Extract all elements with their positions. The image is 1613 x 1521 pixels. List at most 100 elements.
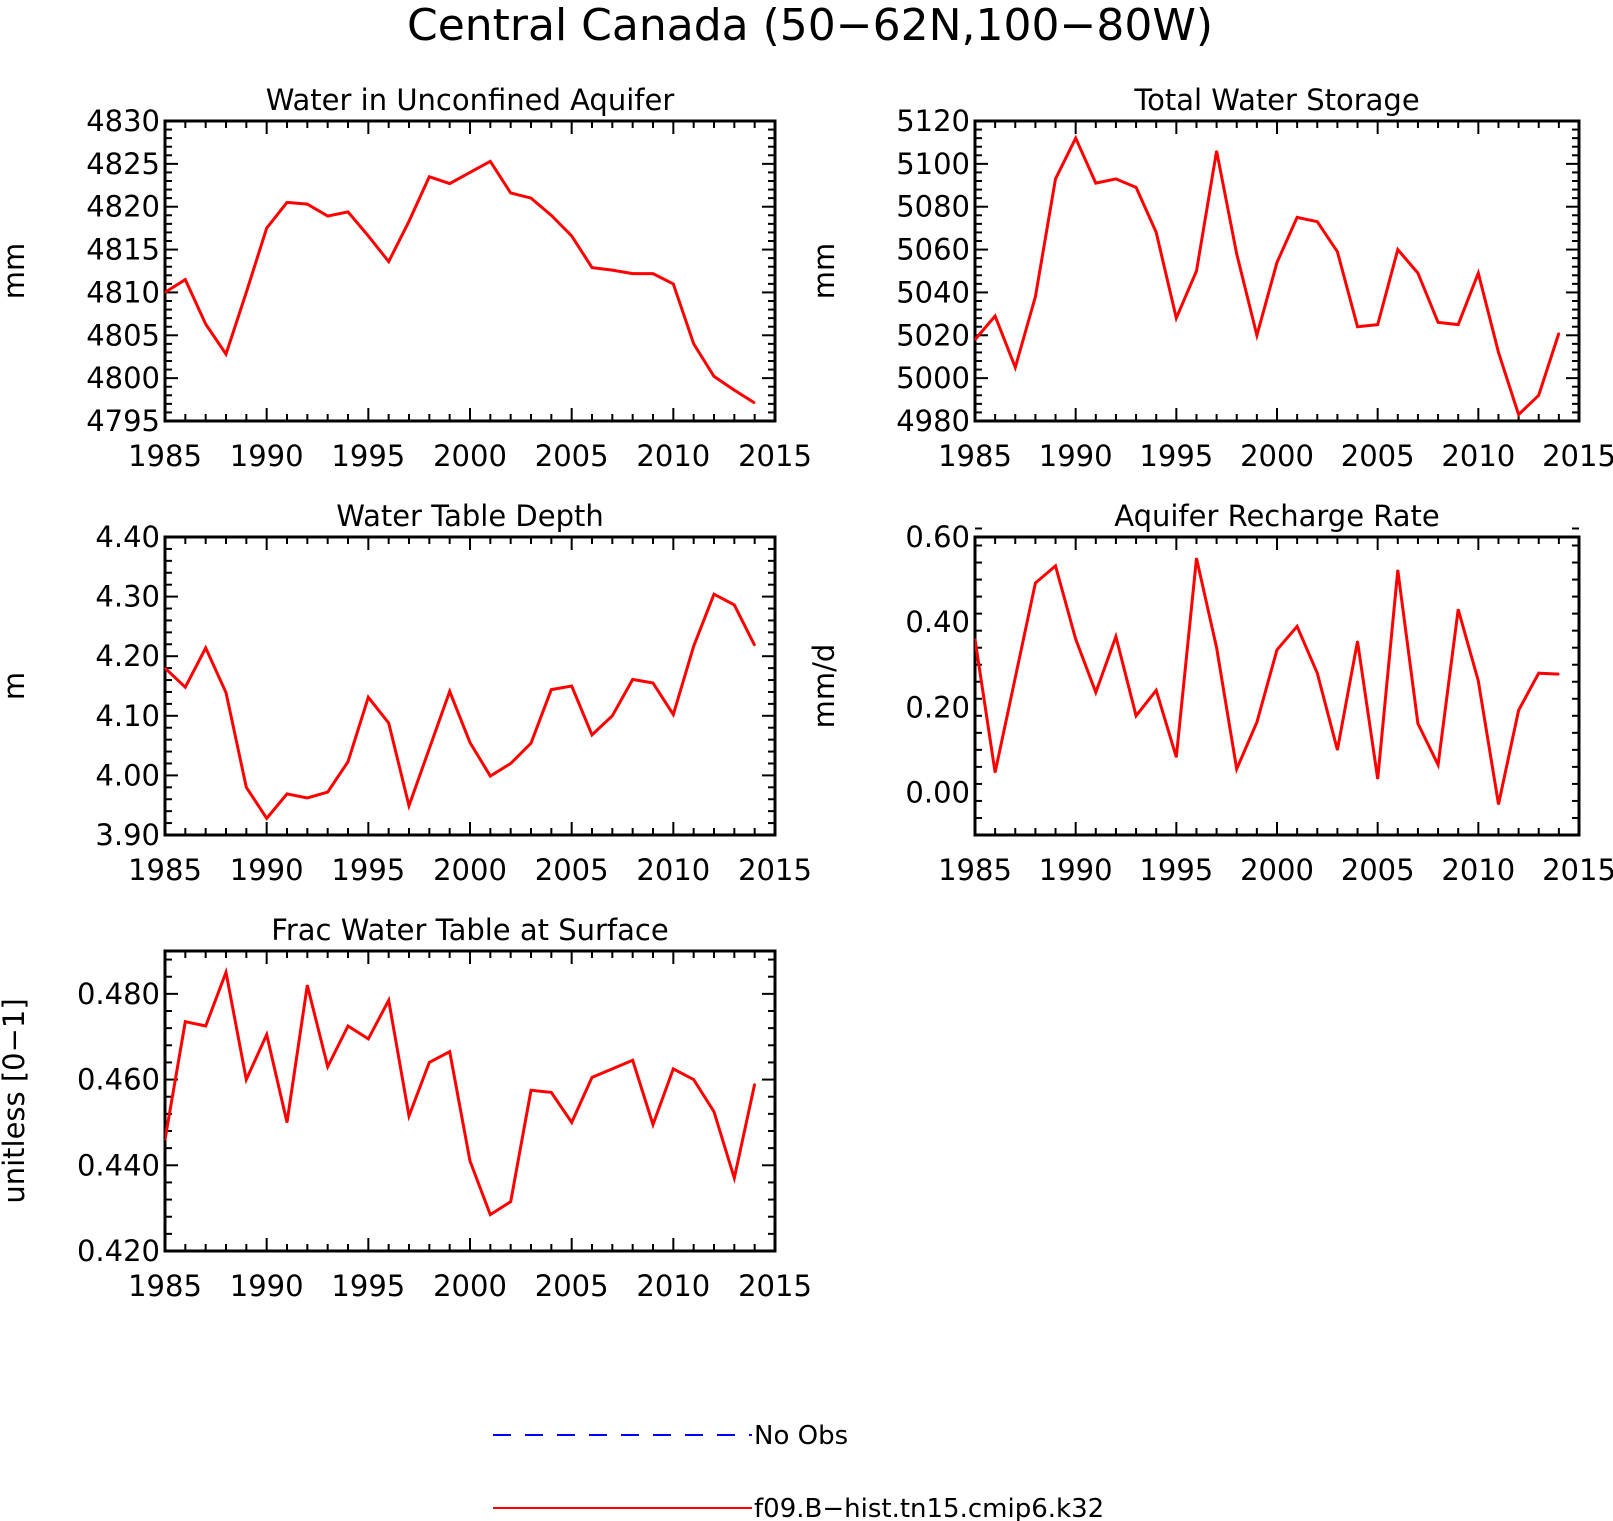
data-point (184, 686, 187, 688)
data-point (245, 291, 248, 294)
data-point (489, 775, 492, 777)
x-tick-label: 1985 (938, 439, 1012, 473)
y-tick-label: 0.40 (905, 605, 970, 639)
y-tick-label: 4.40 (95, 520, 160, 554)
y-tick-label: 4.10 (95, 699, 160, 733)
y-tick-label: 4805 (86, 318, 160, 352)
data-point (530, 1089, 532, 1092)
data-point (1256, 721, 1258, 723)
data-point (550, 1091, 553, 1094)
data-point (591, 734, 593, 736)
data-point (1195, 270, 1198, 272)
data-point (733, 1177, 736, 1179)
data-point (611, 1068, 614, 1070)
y-tick-label: 4830 (86, 104, 160, 138)
data-point (530, 742, 532, 744)
x-tick-label: 2010 (636, 1269, 710, 1303)
data-point (1155, 231, 1157, 234)
data-point (672, 283, 675, 285)
data-point (509, 762, 512, 765)
data-point (1356, 325, 1359, 328)
data-point (1558, 673, 1560, 675)
data-point (550, 688, 553, 691)
data-point (184, 1020, 187, 1023)
data-point (1175, 317, 1178, 319)
data-point (448, 182, 451, 185)
y-tick-label: 3.90 (95, 818, 160, 852)
data-point (306, 984, 309, 987)
data-point (672, 713, 675, 716)
data-point (448, 690, 451, 693)
y-tick-label: 0.20 (905, 690, 970, 724)
data-point (631, 1059, 634, 1062)
x-tick-label: 2015 (738, 1269, 812, 1303)
data-point (994, 771, 996, 774)
data-point (1155, 689, 1157, 692)
data-point (509, 192, 512, 194)
data-point (652, 682, 654, 684)
data-point (1376, 778, 1379, 780)
data-point (713, 593, 715, 595)
data-point (570, 685, 573, 687)
data-point (286, 1121, 288, 1124)
x-tick-label: 2015 (738, 853, 812, 887)
plot-frame (163, 119, 777, 423)
data-point (1135, 186, 1137, 189)
data-point (286, 201, 288, 204)
data-point (1296, 625, 1298, 628)
data-point (1115, 178, 1117, 180)
data-point (408, 805, 410, 807)
y-tick-label: 4.00 (95, 758, 160, 792)
x-tick-label: 1995 (1139, 853, 1213, 887)
data-point (1437, 764, 1439, 766)
data-point (326, 215, 329, 217)
x-tick-label: 1990 (230, 439, 304, 473)
y-tick-label: 5120 (896, 104, 970, 138)
x-tick-label: 2010 (1441, 853, 1515, 887)
data-point (1417, 272, 1419, 274)
data-point (469, 1160, 471, 1162)
plot-frame (163, 949, 777, 1253)
data-point (367, 696, 370, 699)
data-point (225, 691, 227, 694)
data-point (1215, 646, 1218, 649)
x-tick-label: 2005 (535, 439, 609, 473)
data-point (530, 197, 532, 199)
y-tick-label: 0.460 (77, 1063, 160, 1097)
panel-total-water-storage: Total Water Storage 1985 1990 1995 2000 2005 2… (807, 83, 1613, 473)
data-point (1074, 137, 1077, 139)
data-point (1296, 216, 1298, 219)
data-point (1095, 182, 1097, 184)
data-point (692, 343, 695, 345)
data-point (286, 793, 288, 795)
data-point (509, 1200, 512, 1203)
x-tick-label: 1990 (1039, 853, 1113, 887)
data-point (1517, 413, 1520, 416)
data-point (753, 644, 756, 647)
x-tick-label: 1985 (128, 1269, 202, 1303)
y-axis-label: unitless [0−1] (0, 998, 31, 1203)
y-axis-label: mm (807, 243, 841, 300)
data-point (570, 235, 573, 237)
series-line (975, 557, 1559, 805)
data-point (1497, 803, 1500, 806)
y-tick-label: 5100 (896, 147, 970, 181)
data-point (1276, 649, 1278, 651)
x-tick-label: 1985 (128, 853, 202, 887)
x-tick-label: 2015 (738, 439, 812, 473)
data-point (550, 214, 553, 217)
data-point (306, 203, 309, 205)
data-point (306, 797, 309, 799)
y-tick-label: 4980 (896, 404, 970, 438)
data-point (1276, 261, 1278, 264)
y-tick-label: 4825 (86, 147, 160, 181)
x-tick-label: 1995 (1139, 439, 1213, 473)
data-point (245, 786, 248, 789)
data-point (326, 1065, 329, 1068)
x-tick-label: 1995 (331, 439, 405, 473)
x-tick-label: 1990 (1039, 439, 1113, 473)
data-point (1397, 569, 1399, 571)
data-point (1175, 756, 1178, 758)
y-tick-label: 4815 (86, 233, 160, 267)
data-point (265, 817, 268, 820)
